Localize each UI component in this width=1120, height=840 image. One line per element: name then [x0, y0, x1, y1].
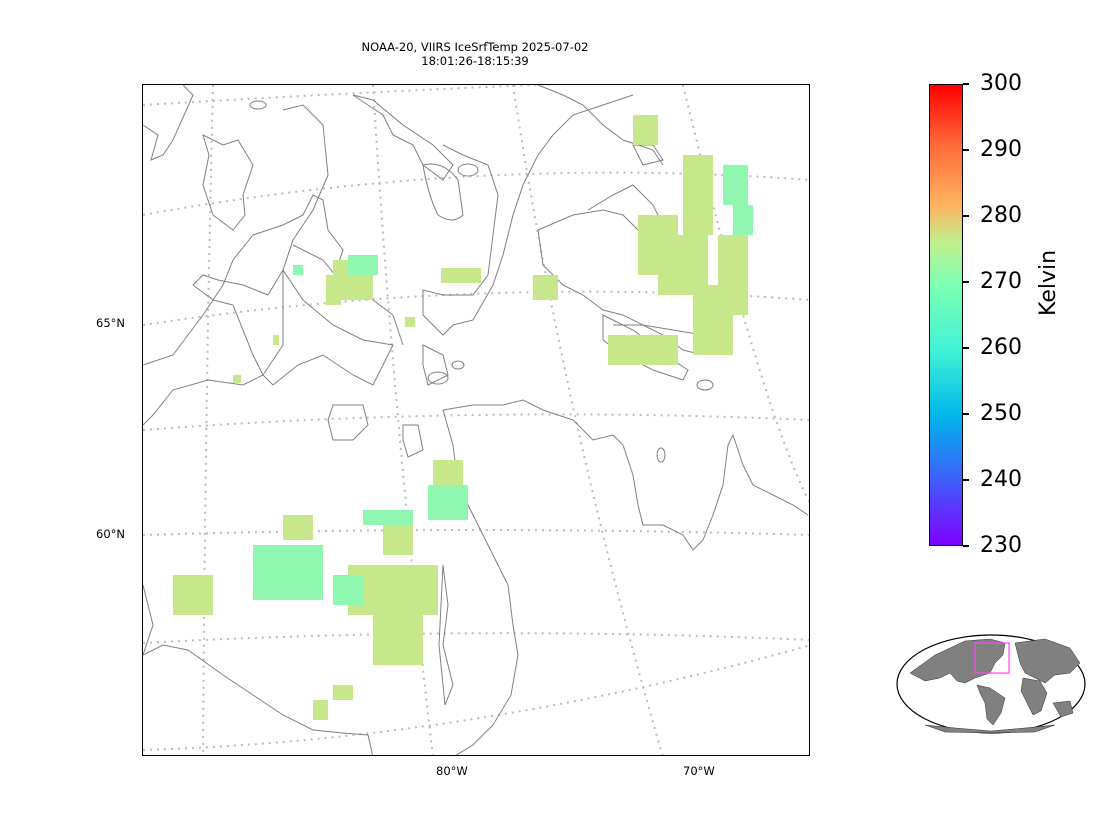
colorbar-tick-label: 240: [980, 467, 1022, 492]
colorbar-tick-mark: [963, 83, 969, 85]
colorbar-title: Kelvin: [1036, 249, 1061, 316]
inset-landmasses: [909, 638, 1081, 734]
colorbar-tick-label: 230: [980, 533, 1022, 558]
lon-label-70w: 70°W: [683, 764, 715, 778]
colorbar-tick-mark: [963, 281, 969, 283]
small-islands: [249, 100, 714, 463]
title-line-1: NOAA-20, VIIRS IceSrfTemp 2025-07-02: [361, 40, 589, 54]
colorbar-tick-mark: [963, 149, 969, 151]
lat-label-60n: 60°N: [96, 527, 125, 541]
inset-globe: [896, 634, 1086, 734]
map-title: NOAA-20, VIIRS IceSrfTemp 2025-07-02 18:…: [300, 40, 650, 68]
colorbar-tick-mark: [963, 545, 969, 547]
colorbar-tick-mark: [963, 347, 969, 349]
colorbar-tick-mark: [963, 413, 969, 415]
colorbar-tick-label: 280: [980, 203, 1022, 228]
lat-label-65n: 65°N: [96, 316, 125, 330]
map-panel[interactable]: [142, 84, 810, 756]
colorbar-tick-label: 270: [980, 269, 1022, 294]
colorbar-tick-label: 300: [980, 71, 1022, 96]
colorbar: [929, 84, 963, 546]
colorbar-tick-mark: [963, 215, 969, 217]
title-line-2: 18:01:26-18:15:39: [421, 54, 529, 68]
inset-extent-box: [974, 642, 1010, 674]
colorbar-tick-label: 260: [980, 335, 1022, 360]
map-canvas: [143, 85, 809, 755]
coastlines: [143, 85, 809, 755]
lon-label-80w: 80°W: [436, 764, 468, 778]
colorbar-tick-mark: [963, 479, 969, 481]
colorbar-tick-label: 290: [980, 137, 1022, 162]
colorbar-tick-label: 250: [980, 401, 1022, 426]
ice-temperature-patches: [173, 115, 753, 720]
